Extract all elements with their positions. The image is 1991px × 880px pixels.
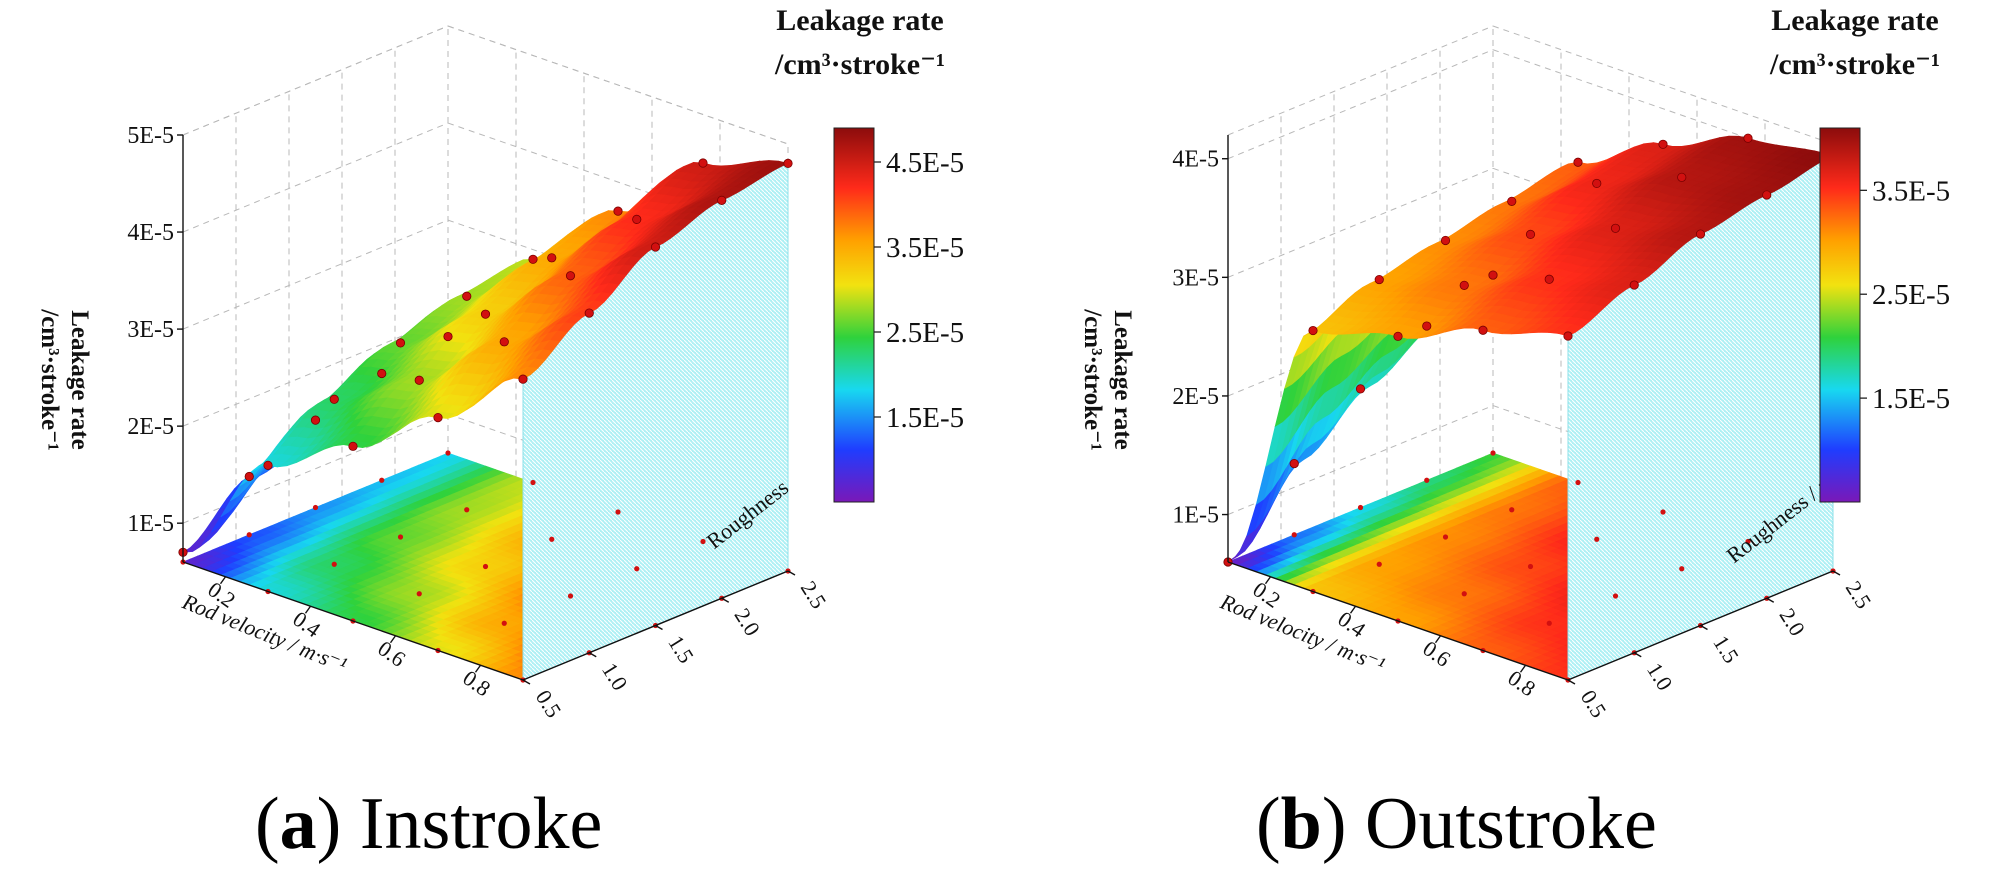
y-tick-label: 0.5 xyxy=(531,685,567,722)
data-point-projection xyxy=(397,534,404,540)
colorbar-tick-label: 2.5E-5 xyxy=(886,317,964,349)
z-tick-label: 3E-5 xyxy=(127,317,174,343)
colorbar-tick-label: 1.5E-5 xyxy=(886,402,964,434)
colorbar-title-line2: /cm³·stroke⁻¹ xyxy=(774,48,945,81)
colorbar-gradient xyxy=(833,127,875,503)
data-point xyxy=(518,374,528,384)
data-point-projection xyxy=(549,536,555,542)
data-point-projection xyxy=(246,532,252,538)
z-tick-label: 1E-5 xyxy=(127,511,174,537)
grid-line xyxy=(182,316,449,427)
x-tick xyxy=(219,576,227,585)
x-tick xyxy=(474,664,482,673)
grid-line xyxy=(1227,25,1494,136)
data-point-projection xyxy=(700,538,706,545)
y-tick xyxy=(787,570,796,576)
z-tick-label: 4E-5 xyxy=(127,220,174,246)
data-point xyxy=(717,195,727,205)
z-axis-label-line2: /cm³·stroke⁻¹ xyxy=(36,308,63,451)
data-point-projection xyxy=(312,504,319,511)
data-point xyxy=(499,337,509,347)
data-point xyxy=(443,331,453,342)
y-tick xyxy=(721,597,730,603)
data-point xyxy=(783,158,793,169)
y-tick xyxy=(522,679,531,685)
grid-line xyxy=(1227,49,1494,160)
data-point xyxy=(462,291,472,301)
data-point xyxy=(377,368,387,379)
z-tick-label: 5E-5 xyxy=(127,123,174,149)
y-tick xyxy=(655,624,663,631)
x-tick xyxy=(304,605,312,614)
grid-line xyxy=(447,25,789,145)
data-point xyxy=(414,375,424,385)
data-point xyxy=(613,206,623,216)
y-tick-label: 1.5 xyxy=(663,631,699,668)
data-point-projection xyxy=(501,620,507,626)
z-tick-label: 2E-5 xyxy=(127,414,174,440)
z-axis-label-line1: Leakage rate xyxy=(66,310,93,450)
panel-instroke: 1E-52E-53E-54E-55E-50.20.40.60.80.51.01.… xyxy=(36,4,964,722)
data-point xyxy=(244,471,254,482)
grid-line xyxy=(182,25,449,136)
data-point-projection xyxy=(445,450,451,456)
data-point xyxy=(310,415,321,425)
colorbar: Leakage rate/cm³·stroke⁻¹ 1.5E-5 2.5E-5 3.5… xyxy=(774,4,964,503)
grid-line xyxy=(1492,25,1834,145)
data-point xyxy=(263,460,273,470)
data-point-projection xyxy=(416,591,422,597)
data-point xyxy=(547,253,557,263)
colorbar-tick-label: 3.5E-5 xyxy=(886,232,964,264)
data-point-projection xyxy=(567,593,574,599)
y-tick-label: 2.0 xyxy=(730,604,766,641)
data-point-projection xyxy=(530,479,536,486)
grid-line xyxy=(1227,167,1494,278)
x-tick xyxy=(389,635,397,644)
data-point xyxy=(632,214,642,224)
y-tick-label: 2.5 xyxy=(796,576,832,613)
x-axis-line xyxy=(182,561,524,681)
data-point-projection xyxy=(482,563,489,570)
data-point-projection xyxy=(634,566,640,572)
colorbar-title-line1: Leakage rate xyxy=(776,4,943,37)
data-point-projection xyxy=(464,507,470,513)
data-point xyxy=(395,338,406,348)
data-point xyxy=(480,309,491,319)
data-point-projection xyxy=(615,509,621,515)
y-tick-label: 1.0 xyxy=(597,658,633,695)
grid-line xyxy=(182,219,449,330)
data-point xyxy=(528,254,538,264)
data-point xyxy=(650,242,661,252)
data-point xyxy=(348,441,358,451)
data-point xyxy=(565,271,576,281)
data-point xyxy=(584,308,594,318)
panel-outstroke: 1E-52E-53E-54E-50.20.40.60.80.51.01.52.0… xyxy=(1079,4,1950,722)
x-tick-label: 0.6 xyxy=(373,635,410,671)
grid-line xyxy=(182,122,449,233)
colorbar-tick-label: 4.5E-5 xyxy=(886,147,964,179)
data-point xyxy=(329,394,339,404)
x-tick-label: 0.8 xyxy=(458,665,495,701)
y-tick xyxy=(588,652,597,658)
leakage-surface xyxy=(182,160,790,553)
data-point-projection xyxy=(379,477,385,483)
data-point-projection xyxy=(331,561,337,567)
data-point xyxy=(698,158,708,168)
data-point xyxy=(433,412,443,423)
